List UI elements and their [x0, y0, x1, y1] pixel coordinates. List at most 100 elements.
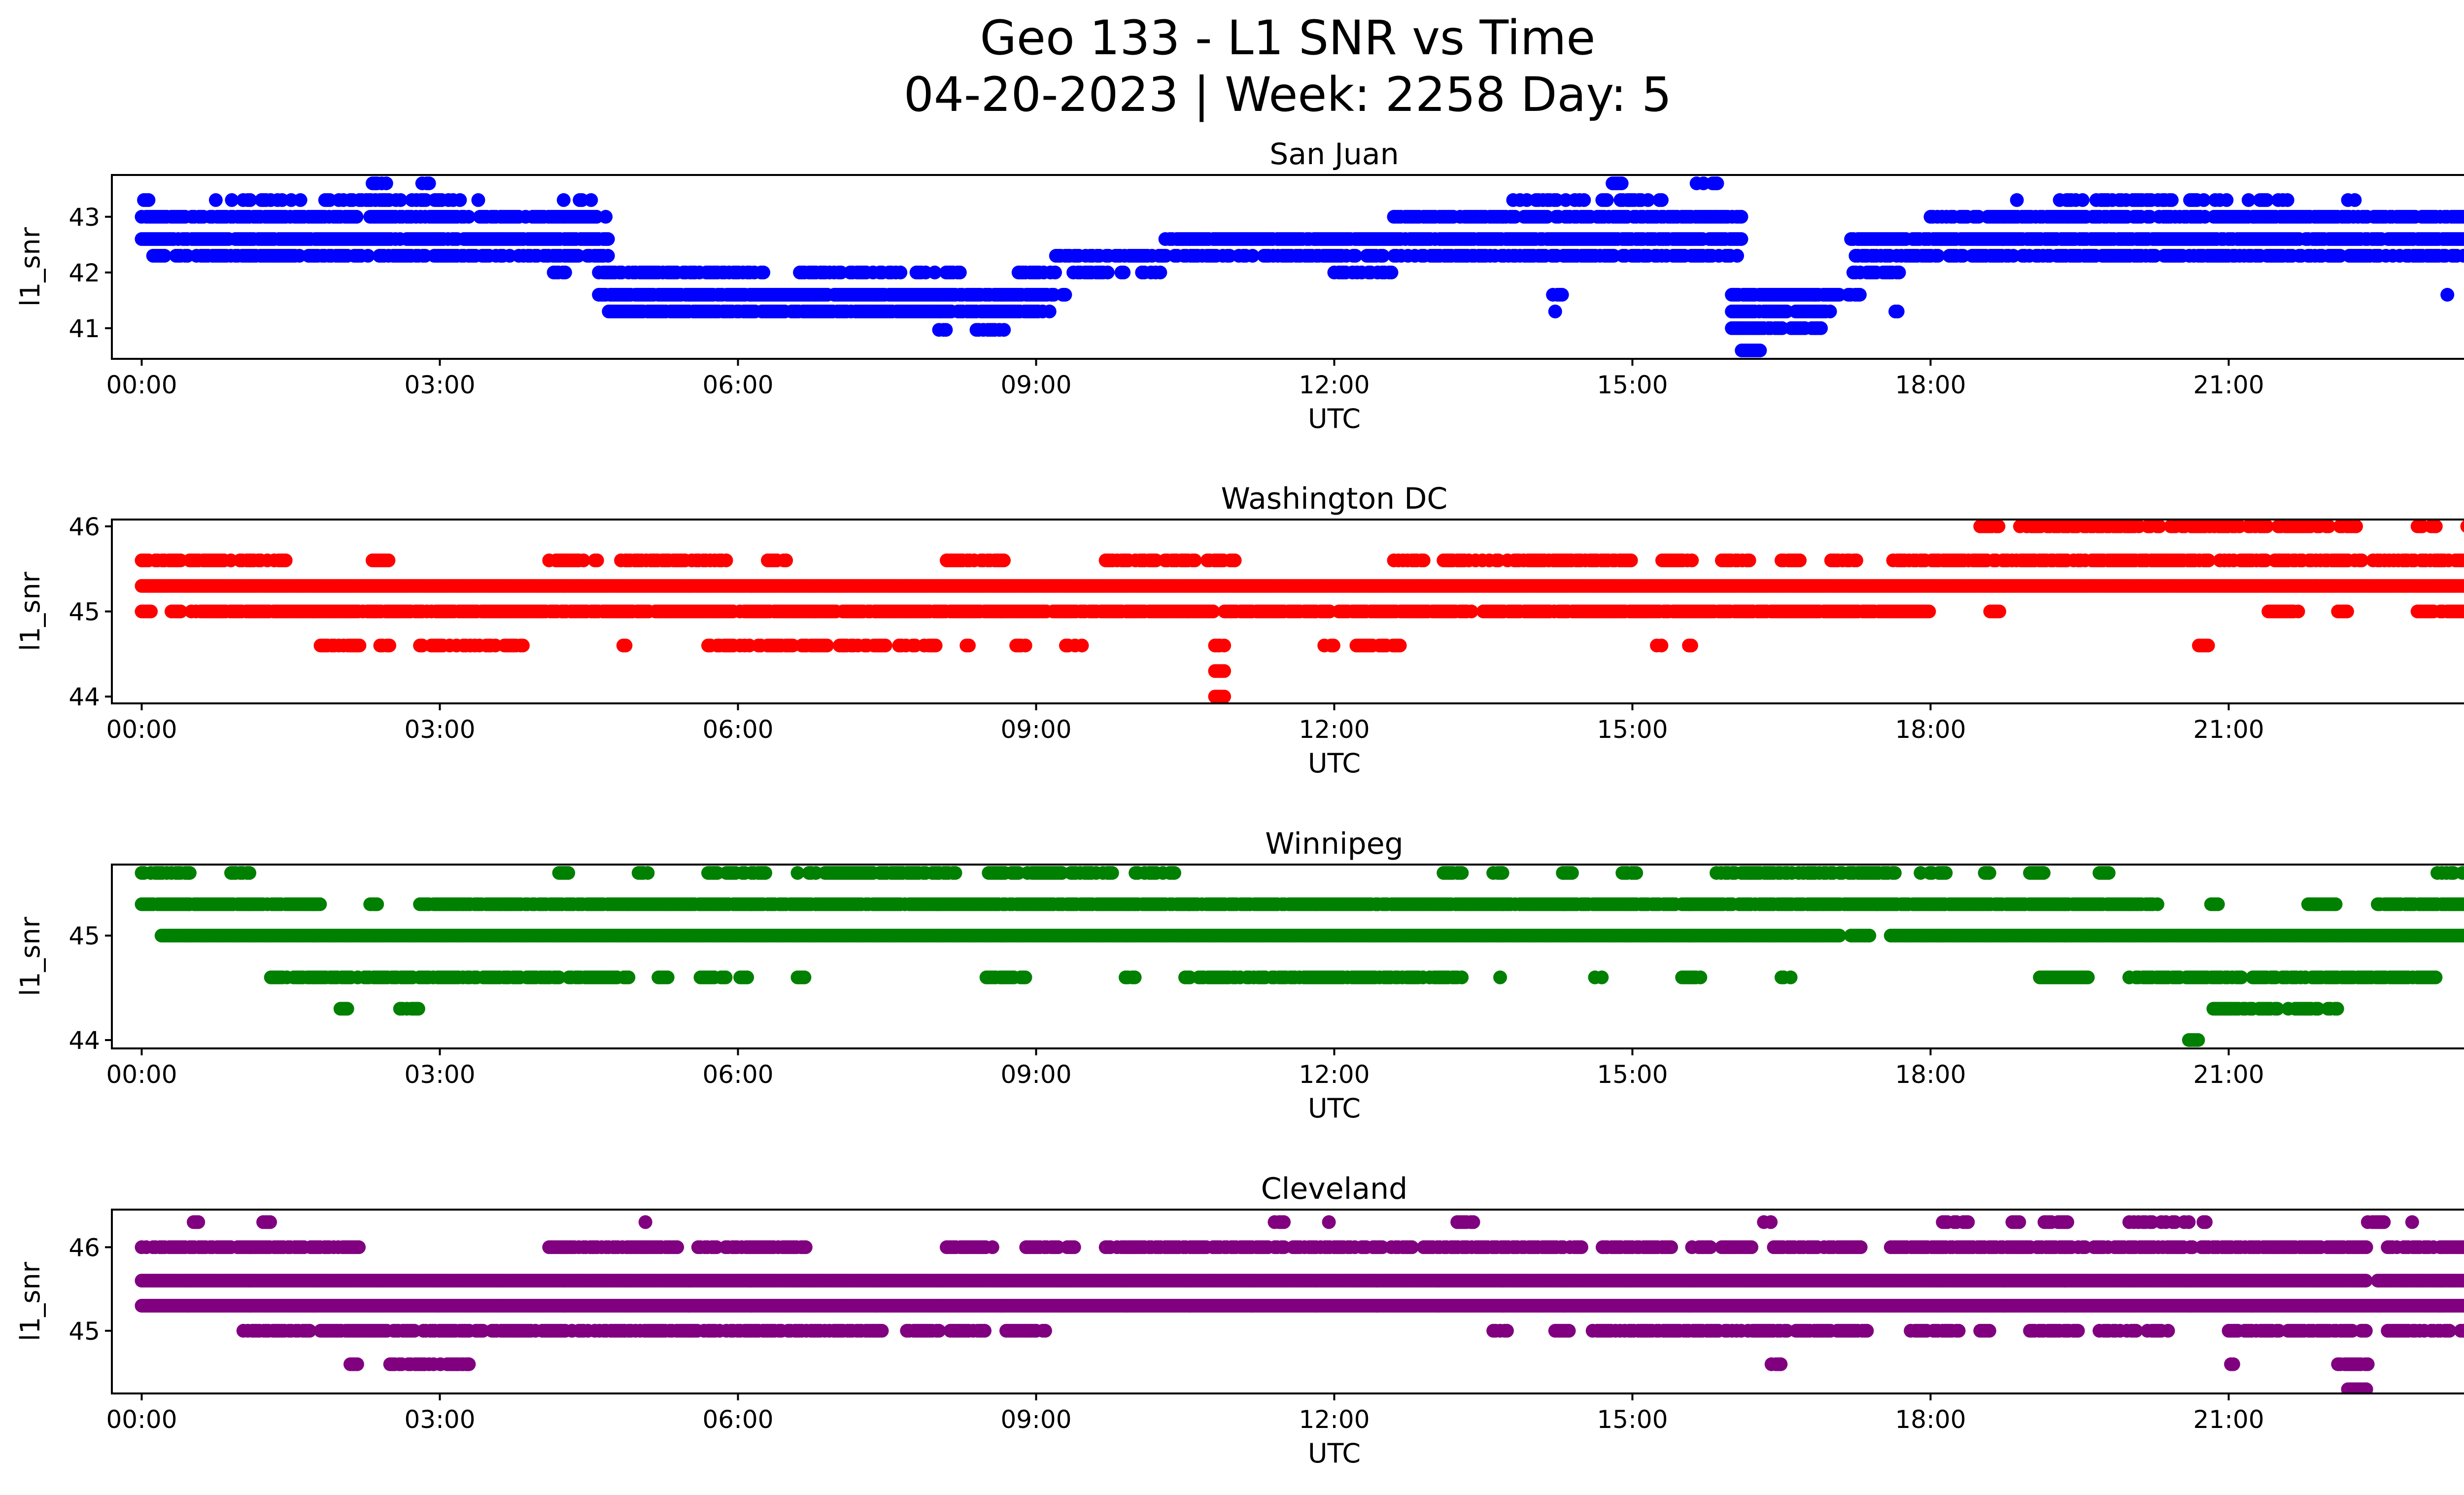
data-point — [2461, 250, 2464, 262]
data-point — [1075, 638, 1089, 653]
figure-title-line-1: Geo 133 - L1 SNR vs Time — [980, 10, 1596, 66]
data-point — [461, 209, 476, 224]
data-point — [1823, 304, 1837, 318]
data-point — [1245, 248, 1260, 263]
data-point — [1991, 520, 2006, 533]
subplot-1: 00:00 03:00 06:00 09:00 12:00 15:00 18:00 21:00… — [15, 482, 2464, 779]
data-point — [1577, 193, 1591, 207]
x-tick-label: 18:00 — [1895, 371, 1966, 399]
x-tick-label: 21:00 — [2193, 371, 2264, 399]
data-point — [1555, 288, 1569, 302]
data-point — [379, 176, 393, 190]
data-point — [1464, 604, 1478, 619]
x-tick-label: 03:00 — [404, 371, 475, 399]
data-point — [997, 323, 1011, 337]
data-point — [556, 193, 571, 207]
data-point — [1742, 553, 1756, 567]
data-point — [471, 193, 485, 207]
data-point — [1348, 248, 1363, 263]
data-point — [928, 638, 943, 653]
x-tick-label: 00:00 — [106, 371, 177, 399]
data-point — [1931, 248, 1945, 263]
data-point — [243, 193, 257, 207]
data-point — [1217, 664, 1232, 678]
x-axis-label: UTC — [1308, 403, 1361, 434]
data-point — [1734, 209, 1748, 224]
data-point — [1614, 176, 1629, 190]
data-point — [779, 553, 793, 567]
data-point — [1685, 553, 1699, 567]
subplot-title: San Juan — [1269, 137, 1399, 172]
data-point — [1641, 193, 1655, 207]
data-point — [2201, 638, 2215, 653]
data-point — [953, 265, 967, 279]
data-point — [1217, 690, 1232, 703]
data-point — [1730, 248, 1745, 263]
data-point — [1548, 304, 1562, 318]
data-point — [1376, 248, 1390, 263]
data-point — [1892, 265, 1906, 279]
scatter-points — [135, 520, 2464, 703]
data-point — [2440, 288, 2455, 302]
x-tick-label: 15:00 — [1597, 371, 1668, 399]
scatter-points — [135, 176, 2464, 357]
data-point — [719, 553, 733, 567]
data-point — [1117, 265, 1131, 279]
data-point — [2462, 581, 2464, 591]
data-point — [1228, 553, 1242, 567]
y-tick-label: 43 — [68, 203, 100, 232]
data-point — [141, 193, 156, 207]
data-point — [2076, 193, 2089, 207]
data-point — [1814, 321, 1828, 335]
data-point — [1217, 638, 1232, 653]
data-point — [157, 248, 171, 263]
data-point — [584, 193, 598, 207]
x-tick-label: 12:00 — [1299, 371, 1369, 399]
y-tick-label: 42 — [68, 259, 100, 287]
data-point — [997, 553, 1011, 567]
data-point — [1655, 193, 1669, 207]
data-point — [422, 176, 436, 190]
data-point — [393, 193, 408, 207]
data-point — [618, 638, 633, 653]
data-point — [1058, 288, 1072, 302]
data-point — [144, 604, 158, 619]
data-point — [2010, 193, 2024, 207]
data-point — [1206, 604, 1220, 619]
data-point — [1890, 304, 1905, 318]
data-point — [1852, 288, 1867, 302]
data-point — [453, 193, 467, 207]
data-point — [2461, 210, 2464, 223]
data-point — [1384, 265, 1399, 279]
data-point — [1793, 553, 1807, 567]
subplots: 00:00 03:00 06:00 09:00 12:00 15:00 18:00 21:00… — [15, 137, 2464, 1469]
data-point — [352, 638, 367, 653]
data-point — [601, 232, 615, 246]
data-point — [1624, 553, 1638, 567]
data-point — [382, 638, 397, 653]
data-point — [820, 638, 834, 653]
data-point — [2196, 193, 2211, 207]
data-point — [576, 553, 590, 567]
data-point — [1849, 553, 1863, 567]
data-point — [1710, 176, 1724, 190]
data-point — [381, 553, 396, 567]
data-point — [1018, 638, 1032, 653]
data-point — [2460, 554, 2464, 567]
data-point — [1416, 553, 1431, 567]
data-point — [173, 604, 188, 619]
data-point — [349, 209, 364, 224]
data-point — [1326, 638, 1340, 653]
data-point — [893, 265, 908, 279]
data-point — [927, 265, 942, 279]
data-point — [1922, 604, 1936, 619]
data-point — [599, 209, 613, 224]
data-point — [878, 638, 892, 653]
data-point — [225, 193, 239, 207]
data-point — [2241, 193, 2256, 207]
data-point — [278, 553, 293, 567]
data-point — [1188, 553, 1202, 567]
data-point — [515, 638, 530, 653]
data-point — [939, 323, 953, 337]
